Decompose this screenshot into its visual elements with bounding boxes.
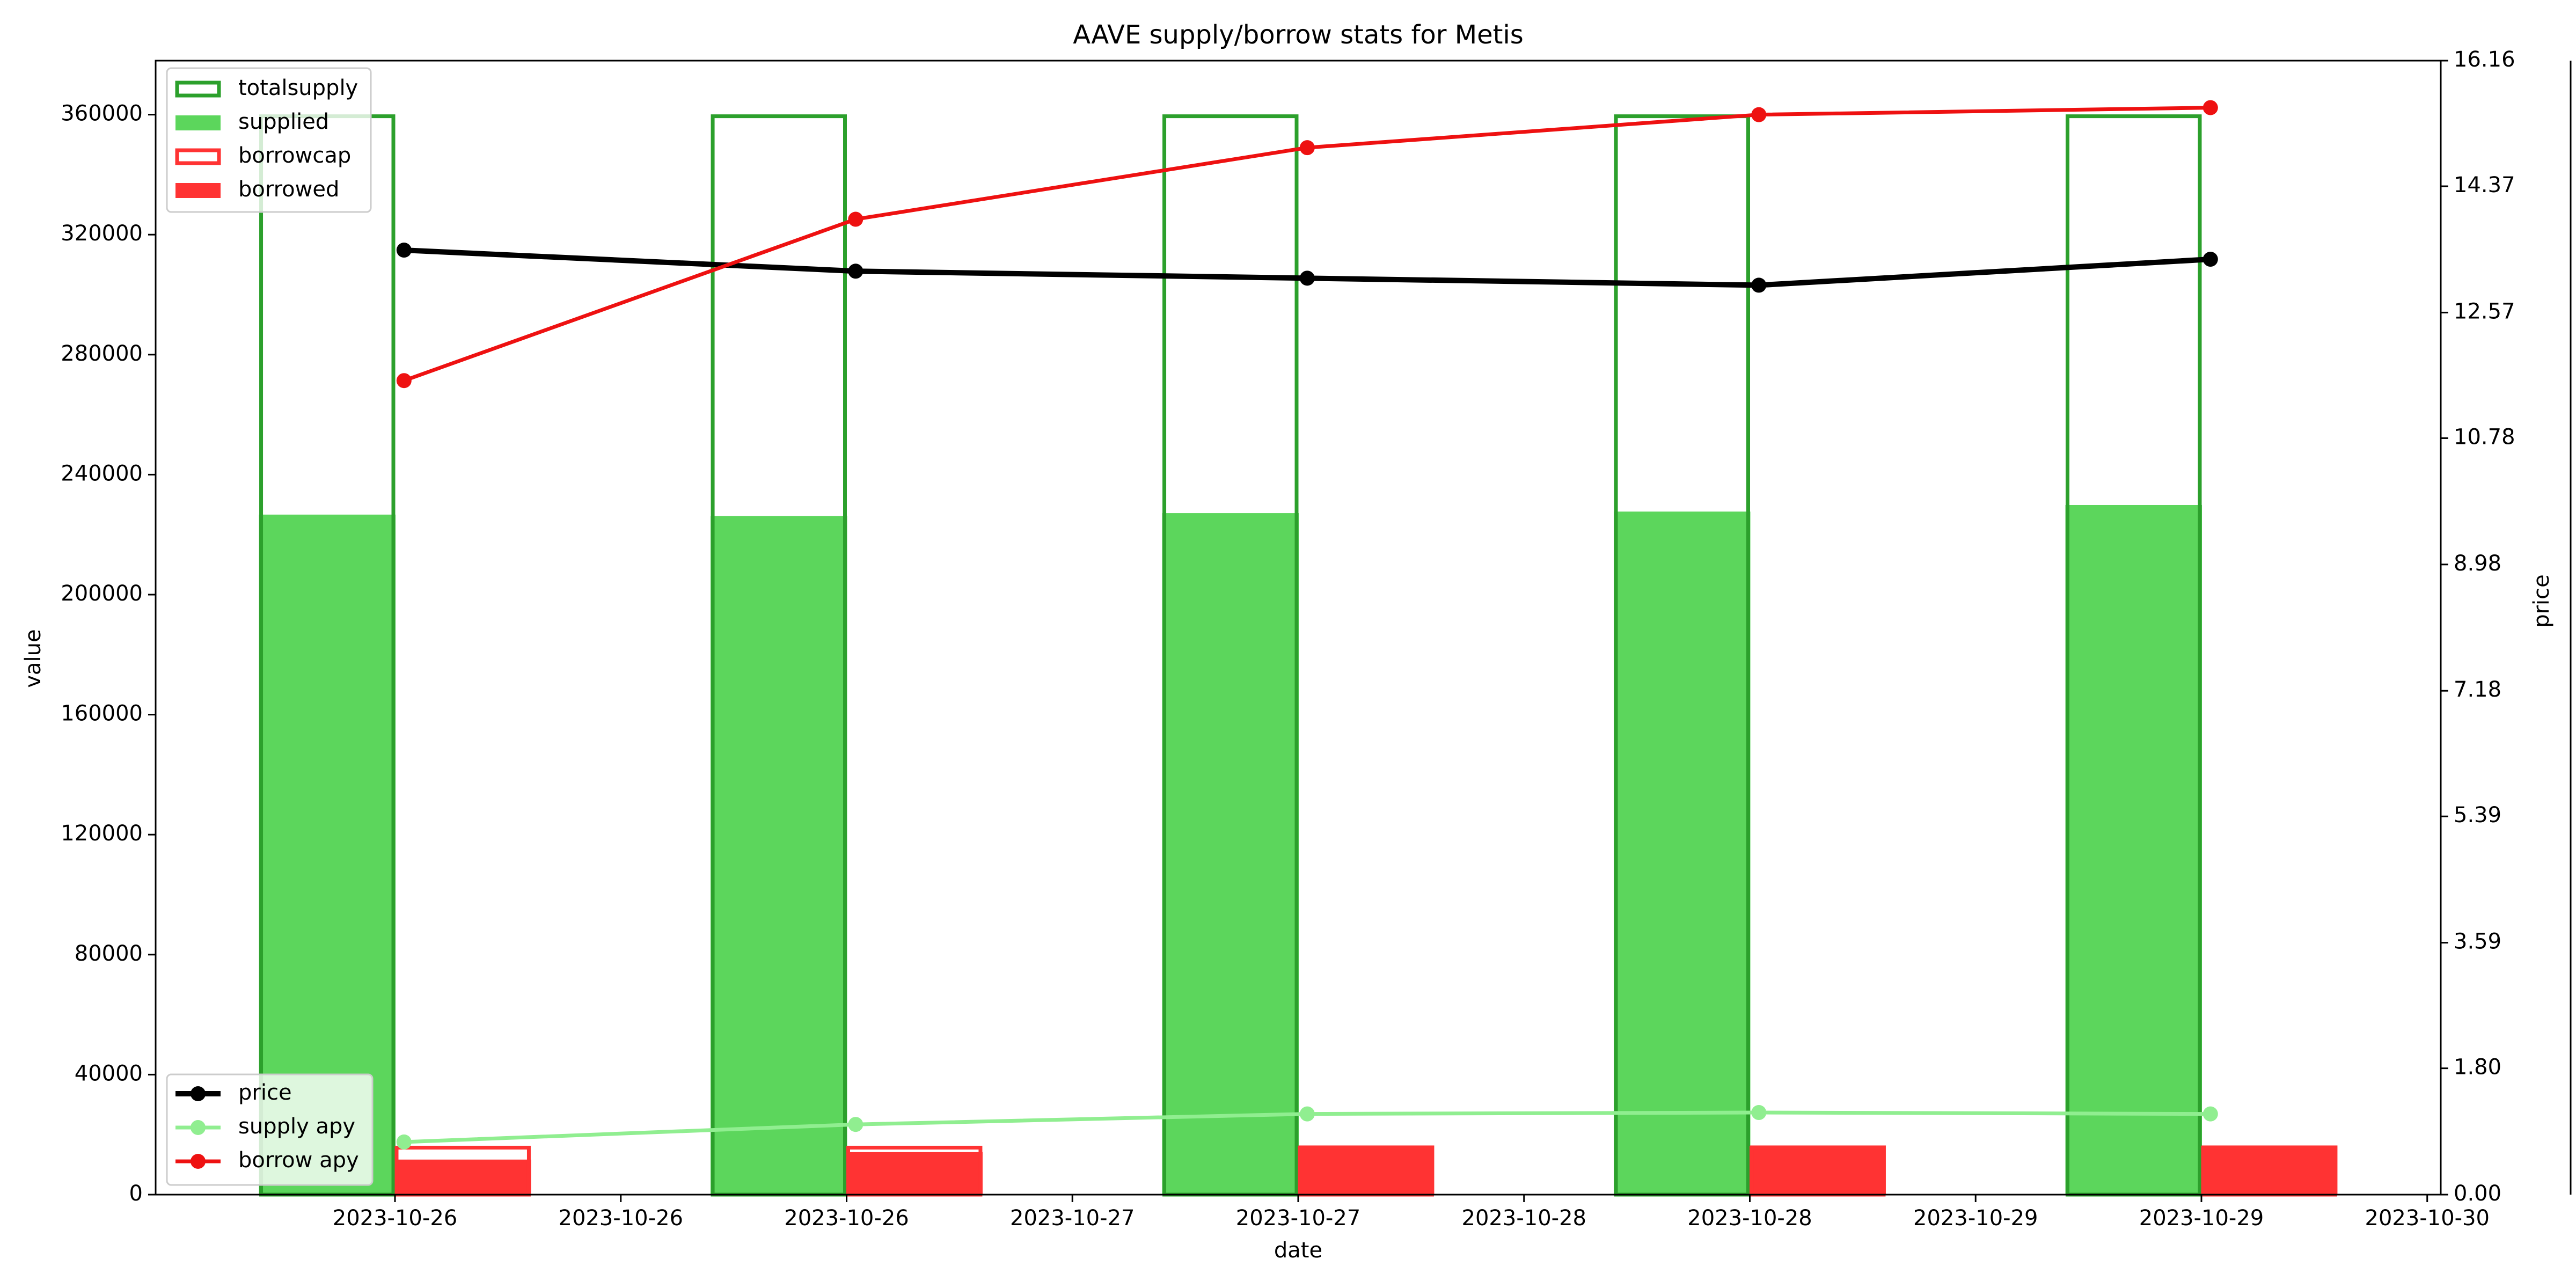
- chart-title: AAVE supply/borrow stats for Metis: [1073, 20, 1524, 50]
- x-axis-label: date: [1274, 1238, 1322, 1263]
- legend-bars: totalsupply supplied borrowcap borrowed: [166, 67, 372, 213]
- right-tick-label: 7.18: [2454, 677, 2501, 702]
- x-tick-label: 2023-10-27: [1010, 1206, 1135, 1231]
- y-tick-label: 0: [129, 1181, 143, 1206]
- right-tick-label: 10.78: [2454, 425, 2515, 449]
- marker-price: [396, 243, 412, 258]
- legend-lines: price supply apy borrow apy: [166, 1073, 374, 1186]
- y-tick-label: 160000: [61, 701, 143, 726]
- y-axis-label: value: [21, 629, 46, 687]
- x-tick-label: 2023-10-26: [333, 1206, 457, 1231]
- legend-label-supply-apy: supply apy: [238, 1114, 355, 1139]
- marker-price: [1751, 277, 1767, 293]
- x-tick-label: 2023-10-29: [1913, 1206, 2038, 1231]
- marker-supply-apy: [848, 1117, 863, 1132]
- y-tick-label: 360000: [61, 101, 143, 126]
- legend-swatch-supplied: [175, 115, 221, 130]
- legend-swatch-totalsupply: [175, 80, 221, 98]
- legend-swatch-borrowcap: [175, 148, 221, 165]
- y-tick-label: 120000: [61, 821, 143, 846]
- marker-supply-apy: [2202, 1106, 2218, 1122]
- bar-supplied: [1614, 511, 1751, 1196]
- right-tick-label: 12.57: [2454, 299, 2515, 324]
- right-tick-label: 16.16: [2454, 47, 2515, 72]
- x-tick-label: 2023-10-26: [784, 1206, 909, 1231]
- legend-swatch-borrowed: [175, 183, 221, 198]
- bar-supplied: [711, 516, 847, 1195]
- x-tick-label: 2023-10-30: [2365, 1206, 2490, 1231]
- legend-bars-box: [166, 67, 372, 213]
- marker-borrow-apy: [1751, 107, 1767, 122]
- legend-label-borrowed: borrowed: [238, 177, 339, 202]
- bar-borrowed: [394, 1159, 531, 1195]
- bar-borrowed: [1298, 1145, 1435, 1196]
- legend-label-borrow-apy: borrow apy: [238, 1148, 359, 1173]
- x-tick-label: 2023-10-29: [2139, 1206, 2264, 1231]
- marker-borrow-apy: [1299, 140, 1315, 156]
- bar-borrowed: [1749, 1145, 1886, 1196]
- bar-borrowed: [846, 1152, 983, 1195]
- marker-price: [848, 264, 863, 279]
- marker-supply-apy: [1751, 1105, 1767, 1121]
- right-tick-label: 0.00: [2454, 1181, 2501, 1206]
- marker-supply-apy: [396, 1134, 412, 1150]
- lines-layer: [396, 100, 2218, 1150]
- y-tick-label: 80000: [75, 941, 143, 966]
- y-tick-label: 320000: [61, 221, 143, 246]
- y-tick-label: 240000: [61, 461, 143, 486]
- legend-label-supplied: supplied: [238, 109, 329, 134]
- legend-marker-price: [191, 1086, 206, 1101]
- legend-lines-box: [166, 1073, 374, 1186]
- marker-supply-apy: [1299, 1106, 1315, 1122]
- marker-price: [1299, 270, 1315, 286]
- y-tick-label: 40000: [75, 1061, 143, 1086]
- legend-label-totalsupply: totalsupply: [238, 76, 358, 100]
- marker-borrow-apy: [848, 211, 863, 227]
- marker-borrow-apy: [396, 373, 412, 389]
- right-tick-label: 8.98: [2454, 551, 2501, 576]
- y-tick-label: 280000: [61, 341, 143, 366]
- right-tick-label: 14.37: [2454, 173, 2515, 197]
- legend-label-price: price: [238, 1080, 292, 1105]
- bar-supplied: [1162, 513, 1299, 1195]
- marker-borrow-apy: [2202, 100, 2218, 115]
- axes-layer: 0 40000 80000 120000 160000 200000 240000 28000…: [61, 47, 2572, 1231]
- legend-marker-borrow-apy: [191, 1154, 206, 1169]
- right-tick-label: 1.80: [2454, 1055, 2501, 1080]
- bars-layer: [259, 114, 2338, 1197]
- marker-price: [2202, 252, 2218, 267]
- bar-borrowed: [2201, 1145, 2338, 1196]
- right-axis-label: price: [2529, 574, 2554, 628]
- y-tick-label: 200000: [61, 581, 143, 606]
- bar-supplied: [2065, 504, 2202, 1195]
- right-tick-label: 3.59: [2454, 930, 2501, 954]
- x-tick-label: 2023-10-26: [559, 1206, 683, 1231]
- legend-marker-supply-apy: [191, 1120, 206, 1135]
- x-tick-label: 2023-10-28: [1687, 1206, 1812, 1231]
- legend-label-borrowcap: borrowcap: [238, 143, 351, 168]
- x-tick-label: 2023-10-28: [1462, 1206, 1586, 1231]
- x-tick-label: 2023-10-27: [1236, 1206, 1360, 1231]
- right-tick-label: 5.39: [2454, 803, 2501, 828]
